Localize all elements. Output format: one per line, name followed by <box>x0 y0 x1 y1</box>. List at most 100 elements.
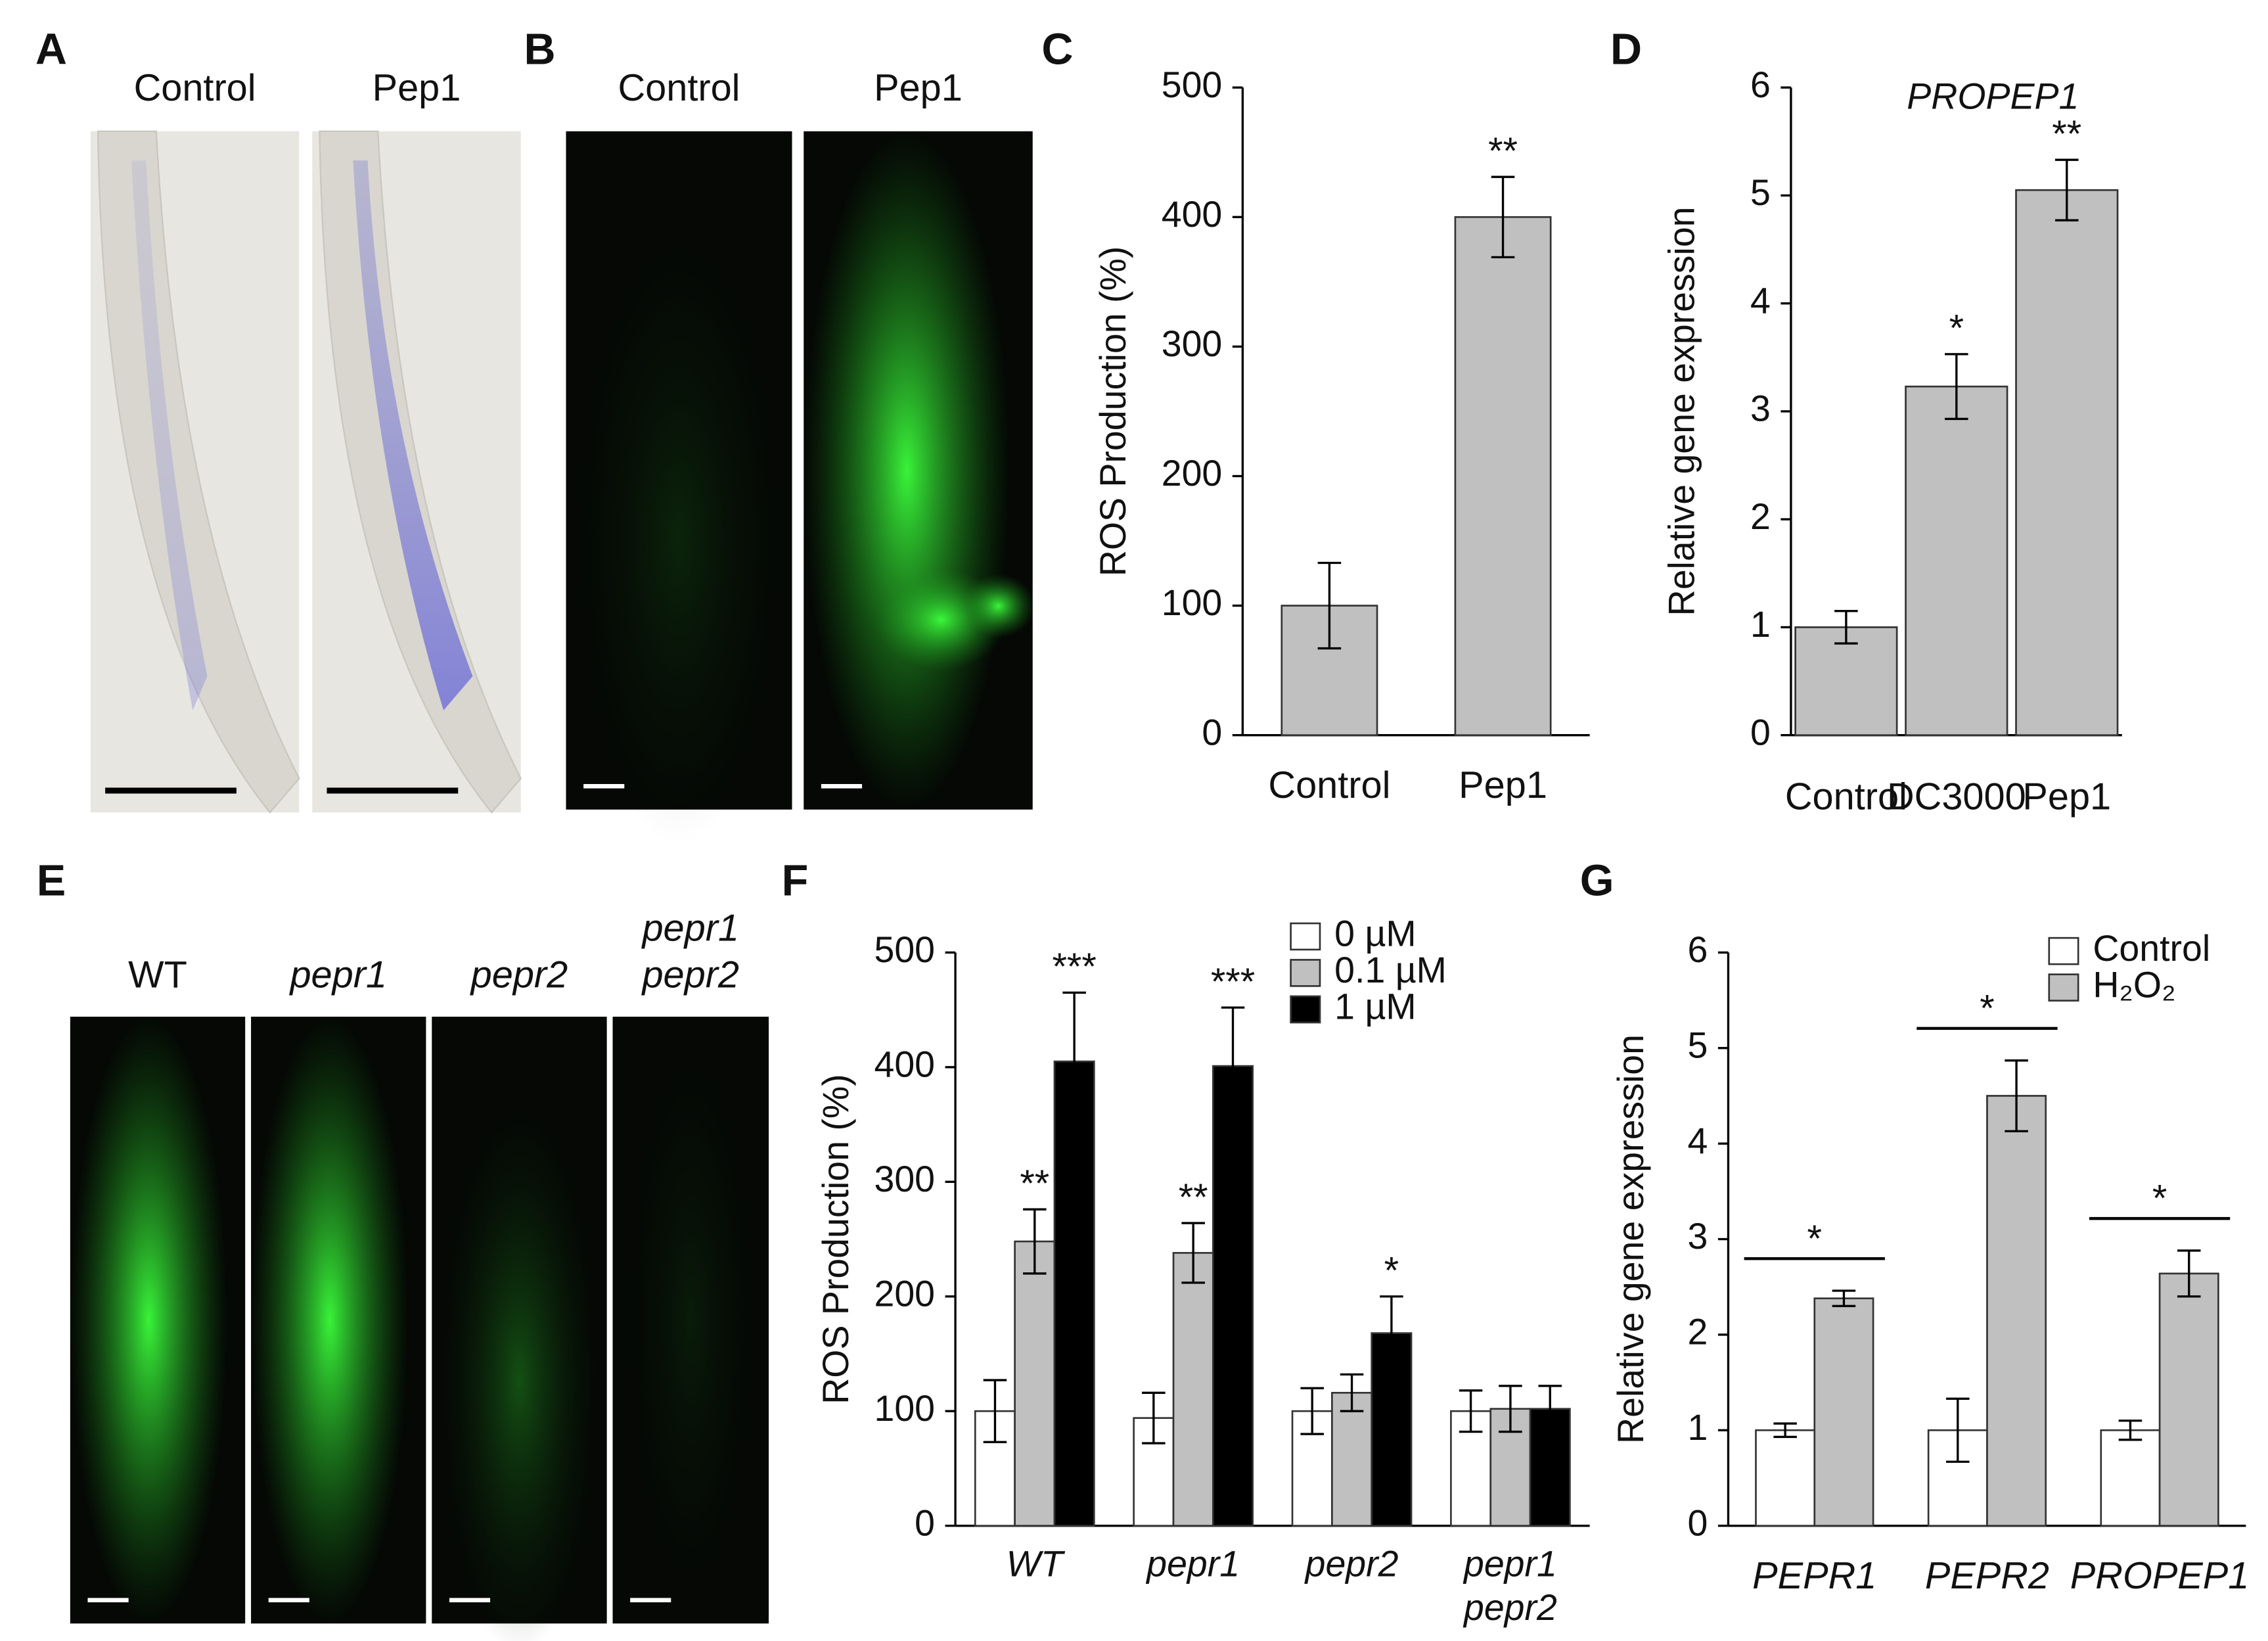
y-tick-label: 3 <box>1750 388 1771 429</box>
bar <box>1986 1095 2047 1527</box>
fluorescence <box>440 1107 599 1641</box>
micrograph <box>612 1017 769 1624</box>
panel-label: G <box>1580 857 1614 906</box>
micrograph <box>432 1017 607 1641</box>
significance: *** <box>1052 946 1096 988</box>
bar <box>1813 1297 1874 1527</box>
y-tick-label: 300 <box>874 1159 935 1199</box>
panel-label: C <box>1041 25 1073 74</box>
y-tick-label: 2 <box>1688 1312 1708 1352</box>
legend-swatch <box>1290 959 1321 987</box>
image-title: pepr2 <box>470 954 568 996</box>
panel-label: D <box>1610 25 1642 74</box>
fluorescence <box>628 1047 754 1594</box>
x-tick-label: PEPR1 <box>1752 1555 1876 1597</box>
bar <box>1454 216 1552 736</box>
legend-swatch <box>2048 973 2079 1002</box>
y-tick-label: 300 <box>1162 323 1223 364</box>
legend-label: H₂O₂ <box>2093 964 2175 1005</box>
x-tick-label: Control <box>1268 764 1390 806</box>
legend-label: 1 µM <box>1334 986 1416 1027</box>
bar <box>1755 1429 1816 1527</box>
y-tick-label: 3 <box>1688 1216 1708 1257</box>
significance: * <box>2152 1178 2167 1220</box>
panel-label: E <box>37 857 66 906</box>
image-title: Control <box>134 67 256 109</box>
y-tick-label: 500 <box>1162 64 1223 105</box>
bar <box>2015 189 2119 736</box>
fluorescence <box>804 131 1010 810</box>
stain <box>353 160 473 710</box>
x-tick-label: WT <box>1007 1543 1066 1584</box>
y-tick-label: 6 <box>1750 64 1771 105</box>
y-tick-label: 1 <box>1688 1407 1708 1448</box>
legend-label: 0.1 µM <box>1334 950 1447 990</box>
x-tick-label: pepr1 <box>1145 1543 1240 1584</box>
image-title: pepr1 <box>288 954 387 996</box>
y-axis-label: Relative gene expression <box>1610 1034 1651 1444</box>
x-tick-label: Control <box>1785 776 1907 818</box>
panel-label: F <box>782 857 809 906</box>
x-tick-label: Pep1 <box>1459 764 1547 806</box>
legend-label: Control <box>2093 928 2210 969</box>
legend-swatch <box>2048 936 2079 965</box>
bar <box>1212 1065 1254 1527</box>
y-tick-label: 2 <box>1750 496 1771 537</box>
y-tick-label: 0 <box>1750 712 1771 752</box>
bar <box>1331 1391 1373 1527</box>
chart-title: PROPEP1 <box>1907 76 2079 117</box>
bar <box>1794 626 1898 736</box>
y-tick-label: 0 <box>1202 712 1222 752</box>
panel-label: A <box>35 25 67 74</box>
y-tick-label: 100 <box>1162 582 1223 623</box>
significance: * <box>1980 987 1994 1029</box>
bar <box>1905 385 2008 736</box>
legend-swatch <box>1290 995 1321 1024</box>
y-tick-label: 0 <box>915 1502 935 1543</box>
y-axis-label: ROS Production (%) <box>1093 246 1133 576</box>
legend-label: 0 µM <box>1334 913 1416 954</box>
y-tick-label: 0 <box>1688 1502 1708 1543</box>
bar <box>1053 1060 1095 1527</box>
y-tick-label: 400 <box>874 1044 935 1084</box>
micrograph <box>312 130 522 814</box>
bar <box>2158 1272 2219 1527</box>
fluorescence <box>70 1017 228 1624</box>
y-tick-label: 4 <box>1688 1121 1708 1161</box>
fluorescence <box>577 233 781 844</box>
x-tick-label: PEPR2 <box>1925 1555 2049 1597</box>
image-title: pepr1 <box>641 907 739 949</box>
image-title: pepr2 <box>641 954 739 996</box>
image-title: Control <box>618 67 740 109</box>
significance: * <box>1949 308 1964 350</box>
bar <box>1014 1240 1056 1527</box>
image-title: Pep1 <box>373 67 461 109</box>
micrograph <box>566 131 792 844</box>
significance: ** <box>1488 130 1518 172</box>
significance: *** <box>1211 961 1255 1003</box>
significance: ** <box>1020 1163 1049 1205</box>
y-tick-label: 5 <box>1688 1025 1708 1065</box>
panel-label: B <box>524 25 555 74</box>
y-tick-label: 5 <box>1750 172 1771 213</box>
fluorescence <box>961 574 1035 639</box>
significance: * <box>1807 1218 1822 1260</box>
y-tick-label: 400 <box>1162 194 1223 235</box>
micrograph <box>251 1017 426 1624</box>
y-axis-label: ROS Production (%) <box>815 1074 856 1404</box>
x-tick-label: pepr2 <box>1463 1587 1557 1628</box>
stain <box>131 160 208 710</box>
micrograph <box>90 130 300 814</box>
significance: ** <box>1179 1176 1208 1218</box>
y-tick-label: 6 <box>1688 929 1708 970</box>
x-tick-label: pepr2 <box>1304 1543 1399 1584</box>
bar <box>2100 1429 2161 1527</box>
y-tick-label: 100 <box>874 1388 935 1429</box>
micrograph <box>70 1017 246 1624</box>
x-tick-label: PROPEP1 <box>2070 1555 2250 1597</box>
significance: * <box>1384 1249 1399 1291</box>
image-title: WT <box>128 954 187 996</box>
bar <box>1172 1252 1214 1527</box>
x-tick-label: pepr1 <box>1463 1543 1557 1584</box>
